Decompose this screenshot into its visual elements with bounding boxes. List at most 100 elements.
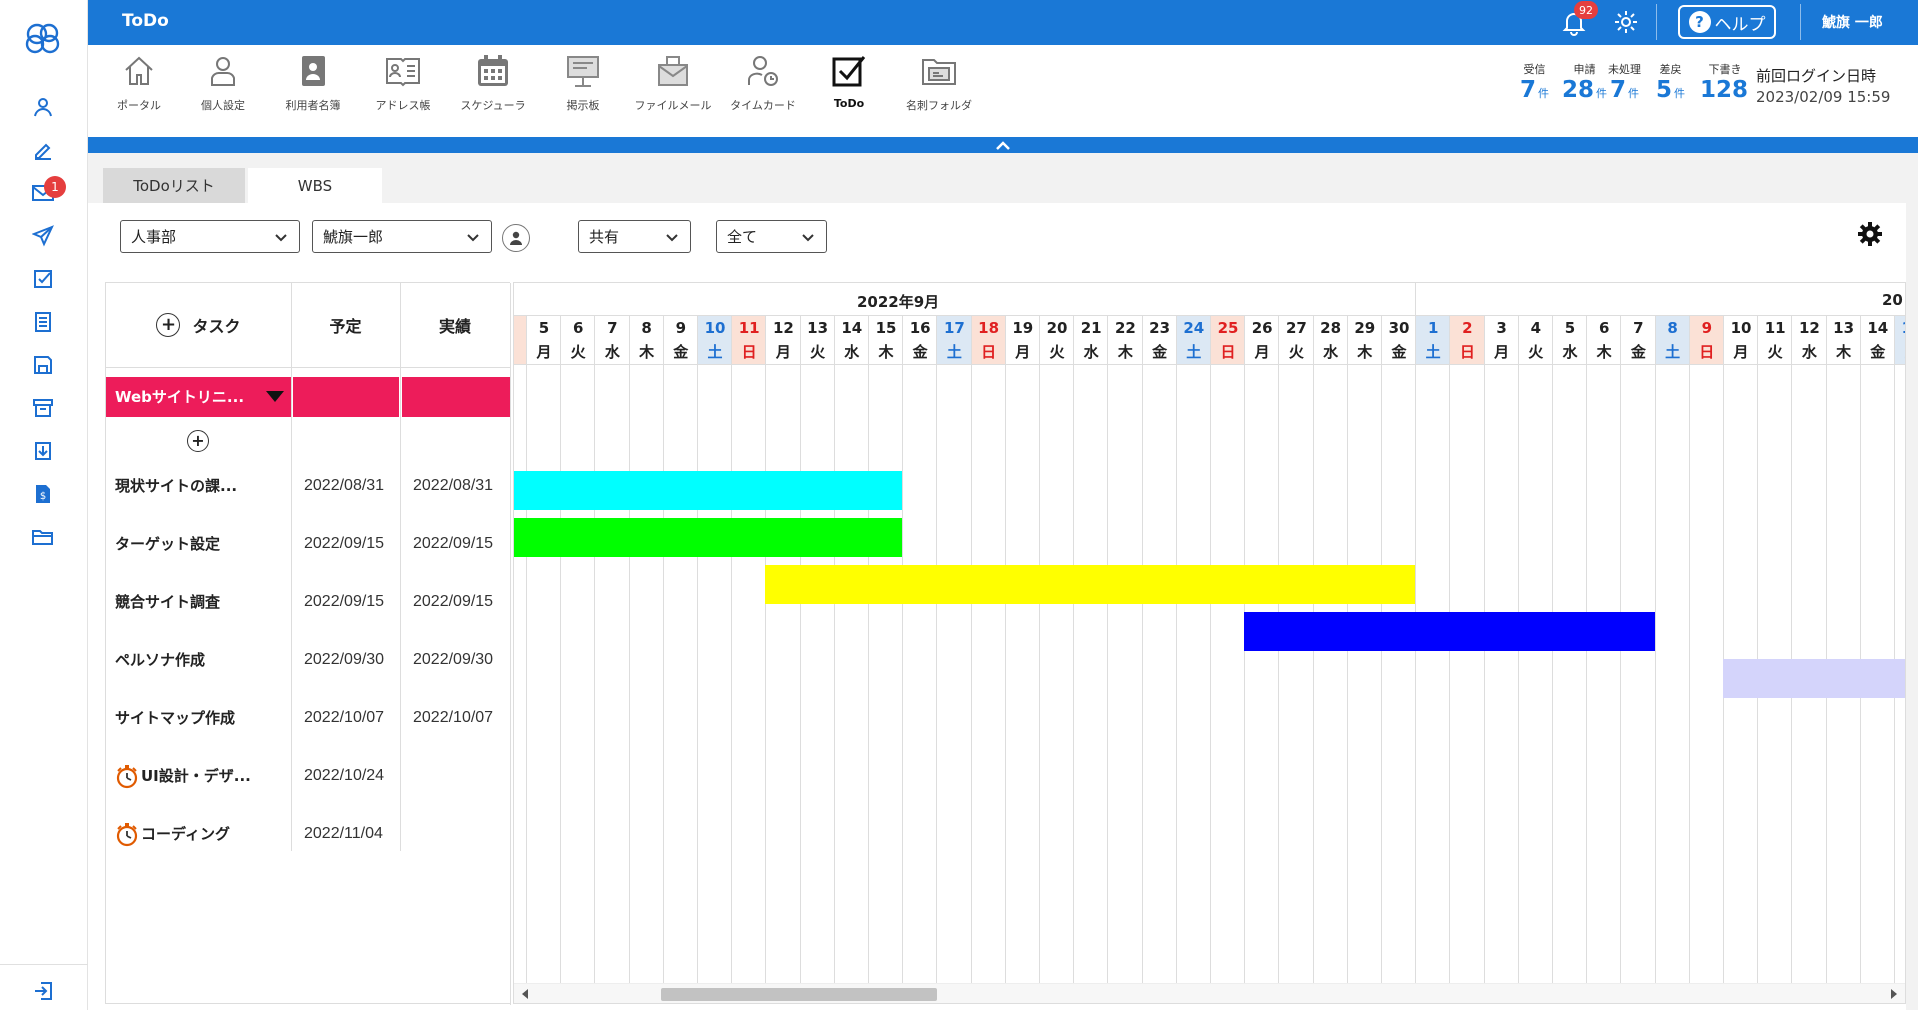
month-divider <box>514 283 515 316</box>
help-button[interactable]: ? ヘルプ <box>1678 5 1776 39</box>
share-select[interactable]: 共有 <box>578 220 691 253</box>
add-task-button[interactable]: + <box>156 313 181 337</box>
user-select[interactable]: 鯱旗一郎 <box>312 220 492 253</box>
department-select[interactable]: 人事部 <box>120 220 300 253</box>
app-scheduler[interactable]: スケジューラ <box>448 51 538 113</box>
task-name-wrap: UI設計・デザ... <box>115 747 251 805</box>
day-column: 10 月 <box>1723 316 1757 983</box>
parent-task-row[interactable]: Webサイトリニ... <box>106 377 511 417</box>
app-directory[interactable]: 利用者名簿 <box>268 51 358 113</box>
app-todo[interactable]: ToDo <box>804 51 894 110</box>
app-personal-settings[interactable]: 個人設定 <box>178 51 268 113</box>
app-business-card-folder[interactable]: 名刺フォルダ <box>894 51 984 113</box>
day-header: 11 日 <box>732 316 767 364</box>
task-row[interactable]: ペルソナ作成 2022/09/30 2022/09/30 <box>106 631 511 689</box>
task-planned-date: 2022/09/30 <box>304 651 385 668</box>
tab-wbs[interactable]: WBS <box>248 168 382 203</box>
app-label: 名刺フォルダ <box>906 99 972 112</box>
app-file-mail[interactable]: ファイルメール <box>628 51 718 113</box>
weekday-label: 木 <box>1596 343 1612 361</box>
gantt-task-bar[interactable] <box>1723 659 1905 698</box>
weekday-label: 火 <box>1049 343 1065 361</box>
edit-icon[interactable] <box>30 137 56 163</box>
gantt-task-bar[interactable] <box>514 518 903 557</box>
cloud-logo-icon[interactable] <box>22 20 64 56</box>
last-login-value: 2023/02/09 15:59 <box>1756 88 1891 106</box>
day-header: 22 木 <box>1108 316 1142 364</box>
status-select[interactable]: 全て <box>716 220 827 253</box>
horizontal-scrollbar[interactable] <box>514 983 1905 1003</box>
gantt-task-bar[interactable] <box>1244 612 1655 651</box>
task-row[interactable]: 現状サイトの課... 2022/08/31 2022/08/31 <box>106 457 511 515</box>
task-actual-date: 2022/09/30 <box>413 651 494 668</box>
collapse-toolbar-button[interactable] <box>88 137 1918 153</box>
task-row[interactable]: コーディング 2022/11/04 <box>106 805 511 863</box>
document-icon[interactable] <box>30 309 56 335</box>
user-name[interactable]: 鯱旗 一郎 <box>1822 15 1883 31</box>
logout-icon[interactable] <box>30 978 56 1004</box>
day-number: 9 <box>1701 319 1713 337</box>
scrollbar-thumb[interactable] <box>661 988 937 1001</box>
day-header: 19 月 <box>1006 316 1040 364</box>
weekday-label: 金 <box>1870 343 1886 361</box>
app-portal[interactable]: ポータル <box>94 51 184 113</box>
settings-gear-icon[interactable] <box>1612 8 1640 36</box>
day-number: 19 <box>1012 319 1034 337</box>
chevron-down-icon <box>275 234 287 242</box>
task-row[interactable]: ターゲット設定 2022/09/15 2022/09/15 <box>106 515 511 573</box>
day-number: 8 <box>641 319 652 337</box>
checkbox-icon[interactable] <box>30 266 56 292</box>
month-label: 2022年9月 <box>857 293 940 311</box>
import-icon[interactable] <box>30 438 56 464</box>
topbar-separator <box>1800 4 1801 40</box>
day-header: 10 土 <box>698 316 732 364</box>
stat-value: 28 <box>1562 77 1595 103</box>
task-column-header: + タスク <box>106 283 291 367</box>
scroll-right-arrow-icon[interactable] <box>1891 989 1897 999</box>
folder-icon[interactable] <box>30 524 56 550</box>
profile-icon[interactable] <box>30 94 56 120</box>
task-row[interactable]: サイトマップ作成 2022/10/07 2022/10/07 <box>106 689 511 747</box>
day-number: 18 <box>978 319 1000 337</box>
gantt-task-bar[interactable] <box>514 471 903 510</box>
day-column: 12 月 <box>765 316 799 983</box>
gantt-task-bar[interactable] <box>765 565 1416 604</box>
app-bulletin-board[interactable]: 掲示板 <box>538 51 628 113</box>
task-row[interactable]: UI設計・デザ... 2022/10/24 <box>106 747 511 805</box>
day-number: 28 <box>1320 319 1342 337</box>
overdue-stopwatch-icon <box>116 823 138 847</box>
day-header: 10 月 <box>1724 316 1758 364</box>
collapse-caret-icon[interactable] <box>266 391 284 402</box>
app-timecard[interactable]: タイムカード <box>718 51 808 113</box>
add-subtask-button[interactable]: + <box>187 430 209 452</box>
task-row[interactable]: 競合サイト調査 2022/09/15 2022/09/15 <box>106 573 511 631</box>
day-number: 30 <box>1388 319 1410 337</box>
weekday-label: 日 <box>1699 343 1715 361</box>
expense-document-icon[interactable]: $ <box>30 481 56 507</box>
task-name: 競合サイト調査 <box>115 593 221 611</box>
send-icon[interactable] <box>30 223 56 249</box>
tab-todo-list[interactable]: ToDoリスト <box>103 168 245 203</box>
stat-drafts[interactable]: 下書き 128 <box>1700 61 1750 103</box>
scroll-left-arrow-icon[interactable] <box>522 989 528 999</box>
app-address-book[interactable]: アドレス帳 <box>358 51 448 113</box>
archive-icon[interactable] <box>30 395 56 421</box>
stat-applied[interactable]: 申請 28 件 <box>1562 61 1607 103</box>
day-header: 17 土 <box>937 316 972 364</box>
parent-task-cell: Webサイトリニ... <box>106 377 291 417</box>
save-icon[interactable] <box>30 352 56 378</box>
user-picker-button[interactable] <box>502 224 530 252</box>
wbs-settings-gear-icon[interactable] <box>1856 220 1884 248</box>
actual-column-header: 実績 <box>438 317 471 336</box>
gantt-chart: 2022年9月 20 5 月 6 火 7 水 8 木 9 金 10 土 11 日 12 月 13 火 14 水 15 木 1… <box>513 282 1906 1004</box>
day-number: 11 <box>1764 319 1786 337</box>
